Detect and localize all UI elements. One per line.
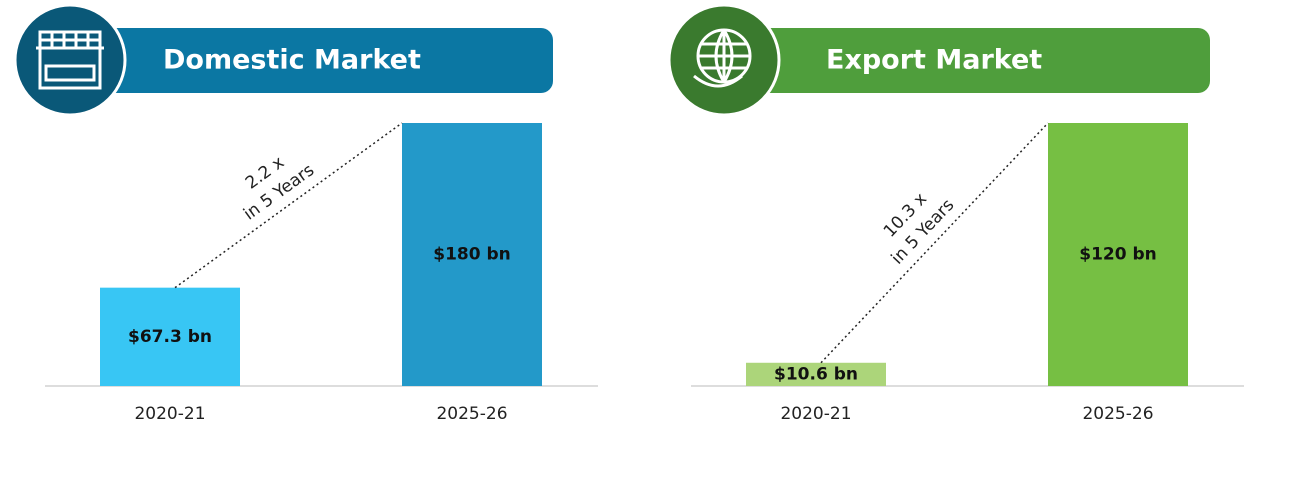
x-tick-label: 2020-21 [134, 404, 205, 424]
icon-circle [13, 3, 127, 117]
header-banner [746, 28, 1210, 93]
value-label: $120 bn [1079, 245, 1157, 265]
growth-line [820, 122, 1049, 364]
globe-lines [693, 29, 750, 88]
value-label: $67.3 bn [128, 327, 212, 347]
chart-title: Domestic Market [163, 45, 421, 76]
growth-line [174, 122, 403, 289]
x-tick-label: 2025-26 [436, 404, 507, 424]
value-label: $10.6 bn [774, 364, 858, 384]
bar [402, 123, 542, 386]
bar [100, 287, 240, 386]
chart-title: Export Market [826, 45, 1042, 76]
header-banner [100, 28, 553, 93]
value-label: $180 bn [433, 245, 511, 265]
bar [746, 362, 886, 386]
store-icon [38, 30, 102, 90]
store-awning [36, 32, 104, 82]
x-tick-label: 2025-26 [1082, 404, 1153, 424]
bar [1048, 123, 1188, 386]
x-tick-label: 2020-21 [780, 404, 851, 424]
